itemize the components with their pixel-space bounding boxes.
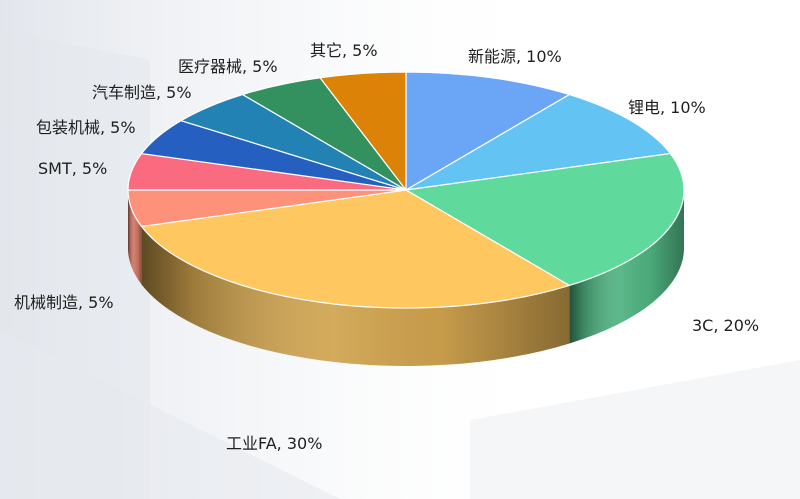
slice-label-slice-0: 新能源, 10% [468,47,562,66]
pie-slice-slice-1 [405,93,671,191]
pie-slice-slice-9 [319,71,407,191]
slice-label-slice-3: 工业FA, 30% [226,434,322,453]
slice-label-slice-7: 汽车制造, 5% [92,83,192,102]
pie-side-shading [141,226,570,366]
pie-sides [128,190,684,366]
slice-label-slice-2: 3C, 20% [692,316,759,335]
pie-tops [127,71,685,309]
slice-label-slice-9: 其它, 5% [310,41,378,60]
slice-label-slice-1: 锂电, 10% [628,98,706,117]
pie-slice-slice-2 [405,152,685,287]
pie-side-shading [128,190,142,285]
pie-slice-slice-0 [405,71,571,191]
slice-label-slice-5: SMT, 5% [38,159,107,178]
slice-label-slice-6: 包装机械, 5% [36,118,136,137]
pie-side-shading [569,190,684,344]
slice-label-slice-4: 机械制造, 5% [14,293,114,312]
pie-slice-slice-3 [141,189,571,309]
slice-label-slice-8: 医疗器械, 5% [178,57,278,76]
pie-labels: 新能源, 10% 锂电, 10% 3C, 20% 工业FA, 30% 机械制造, 5% S… [14,41,759,453]
